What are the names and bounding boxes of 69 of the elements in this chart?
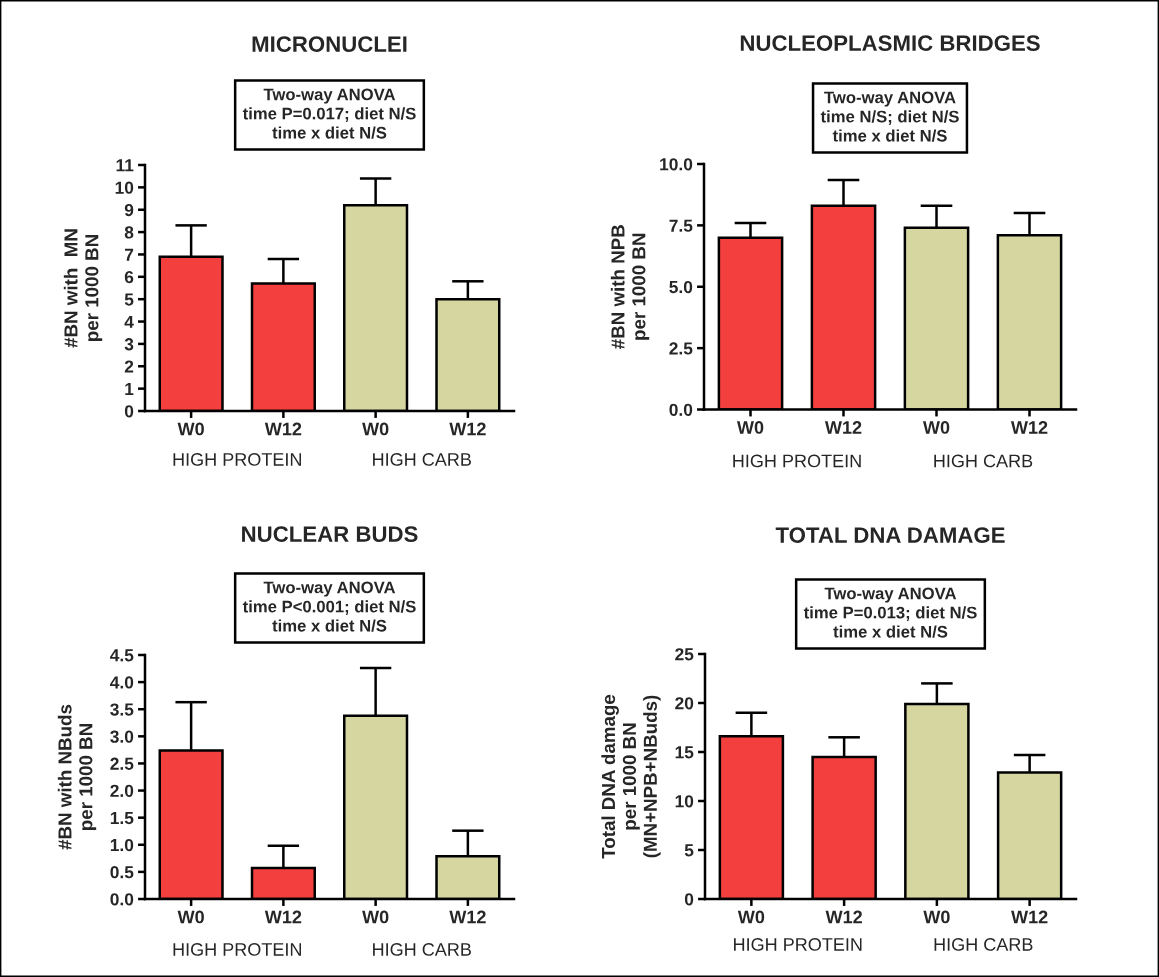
x-tick-label: W12	[449, 422, 486, 436]
y-tick-label: 0.5	[110, 866, 134, 879]
y-tick-label: 11	[116, 159, 134, 172]
chart-title: NUCLEAR BUDS	[242, 526, 418, 542]
y-tick-label: 3.0	[110, 730, 134, 743]
y-tick-label: 1.5	[110, 812, 134, 825]
y-tick-label: 5	[684, 844, 694, 857]
y-tick-label: 9	[124, 203, 134, 217]
x-tick-label: W0	[362, 422, 389, 436]
x-tick-label: W0	[736, 421, 764, 434]
y-tick-label: 0	[684, 893, 694, 906]
y-tick-label: 4	[124, 315, 134, 328]
y-tick-label: 6	[124, 270, 134, 284]
y-tick-label: 10.0	[660, 158, 693, 171]
text: HIGH CARB	[934, 454, 1033, 468]
text: Two-way ANOVA time P=0.013; diet N/S time x diet N/S	[803, 587, 977, 638]
y-tick-label: 2.0	[110, 784, 134, 798]
y-axis-title: Total DNA damage per 1000 BN (MN+NPB+NBuds)	[601, 694, 661, 859]
text: Two-way ANOVA time N/S; diet N/S time x diet N/S	[820, 91, 959, 142]
y-axis-title: #BN with NPB per 1000 BN	[610, 225, 650, 349]
x-tick-label: W0	[922, 421, 950, 434]
y-tick-label: 2.5	[110, 757, 134, 770]
y-tick-label: 5	[124, 293, 134, 306]
x-tick-label: W12	[1011, 910, 1048, 924]
x-tick-label: W12	[264, 422, 302, 436]
y-tick-label: 1	[125, 382, 134, 395]
text: HIGH PROTEIN	[173, 453, 301, 466]
text: HIGH CARB	[373, 943, 471, 956]
chart-title: NUCLEOPLASMIC BRIDGES	[740, 35, 1040, 51]
text: Two-way ANOVA time P=0.017; diet N/S time x diet N/S	[242, 88, 416, 139]
y-tick-label: 0.0	[669, 403, 693, 416]
x-tick-label: W12	[825, 910, 862, 924]
y-tick-label: 15	[675, 746, 694, 759]
text: Two-way ANOVA time P<0.001; diet N/S time x diet N/S	[242, 581, 416, 632]
x-tick-label: W0	[177, 422, 204, 436]
text: HIGH PROTEIN	[734, 938, 862, 951]
y-tick-label: 0	[124, 405, 134, 418]
y-tick-label: 2	[124, 360, 134, 373]
x-tick-label: W0	[177, 910, 204, 924]
y-tick-label: 8	[124, 226, 134, 239]
y-tick-label: 25	[675, 648, 694, 661]
text: HIGH CARB	[934, 938, 1033, 951]
y-tick-label: 4.5	[110, 649, 134, 662]
x-tick-label: W12	[449, 910, 486, 924]
text: HIGH PROTEIN	[173, 943, 301, 956]
x-tick-label: W12	[264, 910, 302, 924]
x-tick-label: W12	[824, 421, 862, 434]
y-tick-label: 10	[675, 795, 694, 808]
y-tick-label: 3	[124, 338, 134, 351]
y-tick-label: 3.5	[110, 703, 134, 716]
y-tick-label: 20	[675, 697, 694, 710]
chart-title: MICRONUCLEI	[252, 36, 407, 52]
y-tick-label: 5.0	[669, 280, 693, 294]
y-tick-label: 2.5	[669, 342, 693, 355]
y-tick-label: 7	[124, 248, 134, 261]
x-tick-label: W0	[923, 910, 950, 924]
text: HIGH CARB	[373, 453, 471, 466]
x-tick-label: W0	[737, 910, 765, 924]
y-tick-label: 1.0	[110, 838, 134, 852]
y-axis-title: #BN with NBuds per 1000 BN	[57, 704, 97, 850]
y-tick-label: 10	[115, 181, 134, 194]
y-tick-label: 4.0	[110, 676, 134, 689]
y-tick-label: 0.0	[110, 893, 134, 906]
x-tick-label: W12	[1010, 421, 1048, 434]
y-axis-title: #BN with MN per 1000 BN	[63, 229, 103, 348]
chart-title: TOTAL DNA DAMAGE	[775, 527, 1005, 543]
y-tick-label: 7.5	[669, 219, 693, 232]
text: HIGH PROTEIN	[733, 454, 861, 468]
x-tick-label: W0	[362, 910, 389, 924]
